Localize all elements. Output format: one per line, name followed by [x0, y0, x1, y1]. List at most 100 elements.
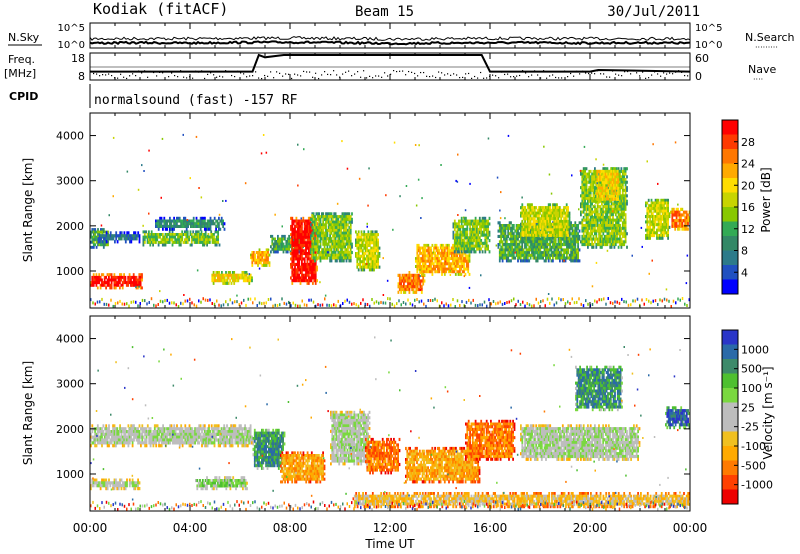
heatmap-cell: [373, 235, 375, 239]
heatmap-cell: [551, 222, 554, 226]
heatmap-cell: [127, 283, 130, 287]
heatmap-cell: [363, 238, 366, 242]
heatmap-cell: [215, 243, 218, 247]
nave-point: [453, 73, 455, 75]
heatmap-cell: [619, 215, 621, 219]
heatmap-cell: [609, 226, 612, 230]
heatmap-cell: [599, 237, 602, 241]
heatmap-cell: [296, 273, 299, 277]
heatmap-cell: [349, 256, 352, 260]
heatmap-cell: [582, 202, 585, 206]
heatmap-cell: [329, 228, 331, 233]
nave-point: [588, 72, 590, 75]
heatmap-cell: [609, 191, 612, 195]
heatmap-cell: [401, 287, 404, 292]
heatmap-cell: [407, 276, 409, 280]
heatmap-cell: [624, 234, 627, 238]
heatmap-cell: [553, 245, 556, 249]
heatmap-cell: [303, 249, 306, 253]
heatmap-cell: [277, 240, 279, 243]
heatmap-cell: [505, 243, 508, 247]
heatmap-cell: [623, 169, 626, 173]
heatmap-cell: [508, 232, 511, 236]
heatmap-cell: [318, 234, 320, 238]
heatmap-cell: [624, 178, 627, 182]
heatmap-cell: [602, 205, 605, 209]
heatmap-cell: [281, 234, 283, 238]
heatmap-cell: [515, 229, 518, 233]
heatmap-cell: [619, 234, 621, 238]
heatmap-cell: [498, 226, 501, 230]
heatmap-cell: [375, 230, 378, 234]
heatmap-cell: [336, 256, 338, 260]
heatmap-cell: [208, 227, 210, 231]
nave-point: [609, 76, 611, 78]
heatmap-cell: [95, 240, 98, 244]
heatmap-cell: [477, 230, 480, 234]
heatmap-cell: [453, 262, 456, 266]
heatmap-cell: [274, 247, 276, 251]
heatmap-cell: [504, 245, 507, 249]
heatmap-cell: [267, 261, 269, 265]
heatmap-cell: [357, 238, 360, 242]
heatmap-cell: [341, 256, 344, 260]
heatmap-cell: [595, 224, 598, 228]
heatmap-cell: [626, 188, 628, 192]
heatmap-cell: [557, 233, 560, 237]
heatmap-cell: [592, 245, 595, 249]
heatmap-cell: [200, 238, 203, 242]
nave-point: [387, 75, 389, 77]
heatmap-cell: [222, 281, 225, 285]
heatmap-cell: [564, 229, 567, 233]
heatmap-cell: [318, 220, 320, 224]
heatmap-cell: [550, 248, 553, 252]
heatmap-cell: [500, 237, 503, 241]
heatmap-cell: [299, 224, 302, 228]
heatmap-cell: [138, 278, 141, 282]
nave-point: [327, 73, 329, 76]
heatmap-cell: [602, 207, 605, 211]
heatmap-cell: [536, 243, 539, 247]
heatmap-cell: [510, 229, 512, 233]
heatmap-cell: [558, 222, 561, 226]
heatmap-cell: [98, 240, 101, 244]
heatmap-cell: [294, 243, 296, 247]
heatmap-cell: [498, 256, 501, 260]
heatmap-cell: [364, 233, 367, 237]
heatmap-cell: [209, 216, 212, 220]
heatmap-cell: [515, 245, 518, 249]
heatmap-cell: [428, 257, 431, 261]
heatmap-cell: [582, 210, 585, 214]
heatmap-cell: [589, 224, 592, 228]
heatmap-cell: [621, 224, 624, 228]
heatmap-cell: [552, 253, 554, 257]
heatmap-cell: [599, 232, 602, 236]
nave-point: [123, 76, 125, 78]
heatmap-cell: [92, 240, 95, 244]
heatmap-cell: [178, 240, 181, 244]
heatmap-cell: [428, 259, 431, 263]
heatmap-cell: [484, 244, 487, 248]
heatmap-cell: [454, 257, 457, 261]
nave-point: [261, 77, 263, 80]
heatmap-cell: [167, 233, 170, 236]
heatmap-cell: [319, 228, 322, 233]
heatmap-cell: [606, 207, 609, 211]
heatmap-cell: [163, 224, 166, 228]
heatmap-cell: [160, 238, 163, 242]
heatmap-cell: [244, 271, 247, 275]
heatmap-cell: [307, 230, 310, 234]
heatmap-cell: [92, 243, 95, 247]
heatmap-cell: [567, 225, 569, 229]
heatmap-cell: [558, 231, 561, 235]
heatmap-cell: [219, 227, 222, 231]
heatmap-cell: [403, 290, 405, 294]
heatmap-cell: [441, 262, 443, 266]
heatmap-cell: [397, 282, 400, 286]
heatmap-cell: [351, 242, 353, 246]
heatmap-cell: [605, 202, 607, 206]
heatmap-cell: [310, 279, 313, 283]
heatmap-cell: [204, 233, 207, 236]
nave-point: [279, 72, 281, 74]
